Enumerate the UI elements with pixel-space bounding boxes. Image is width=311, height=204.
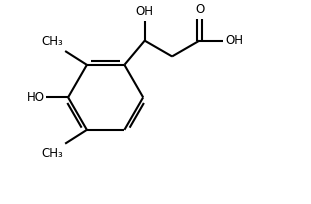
Text: OH: OH	[225, 34, 243, 47]
Text: CH₃: CH₃	[41, 35, 63, 48]
Text: CH₃: CH₃	[41, 147, 63, 160]
Text: HO: HO	[26, 91, 44, 104]
Text: O: O	[196, 3, 205, 16]
Text: OH: OH	[136, 5, 154, 18]
